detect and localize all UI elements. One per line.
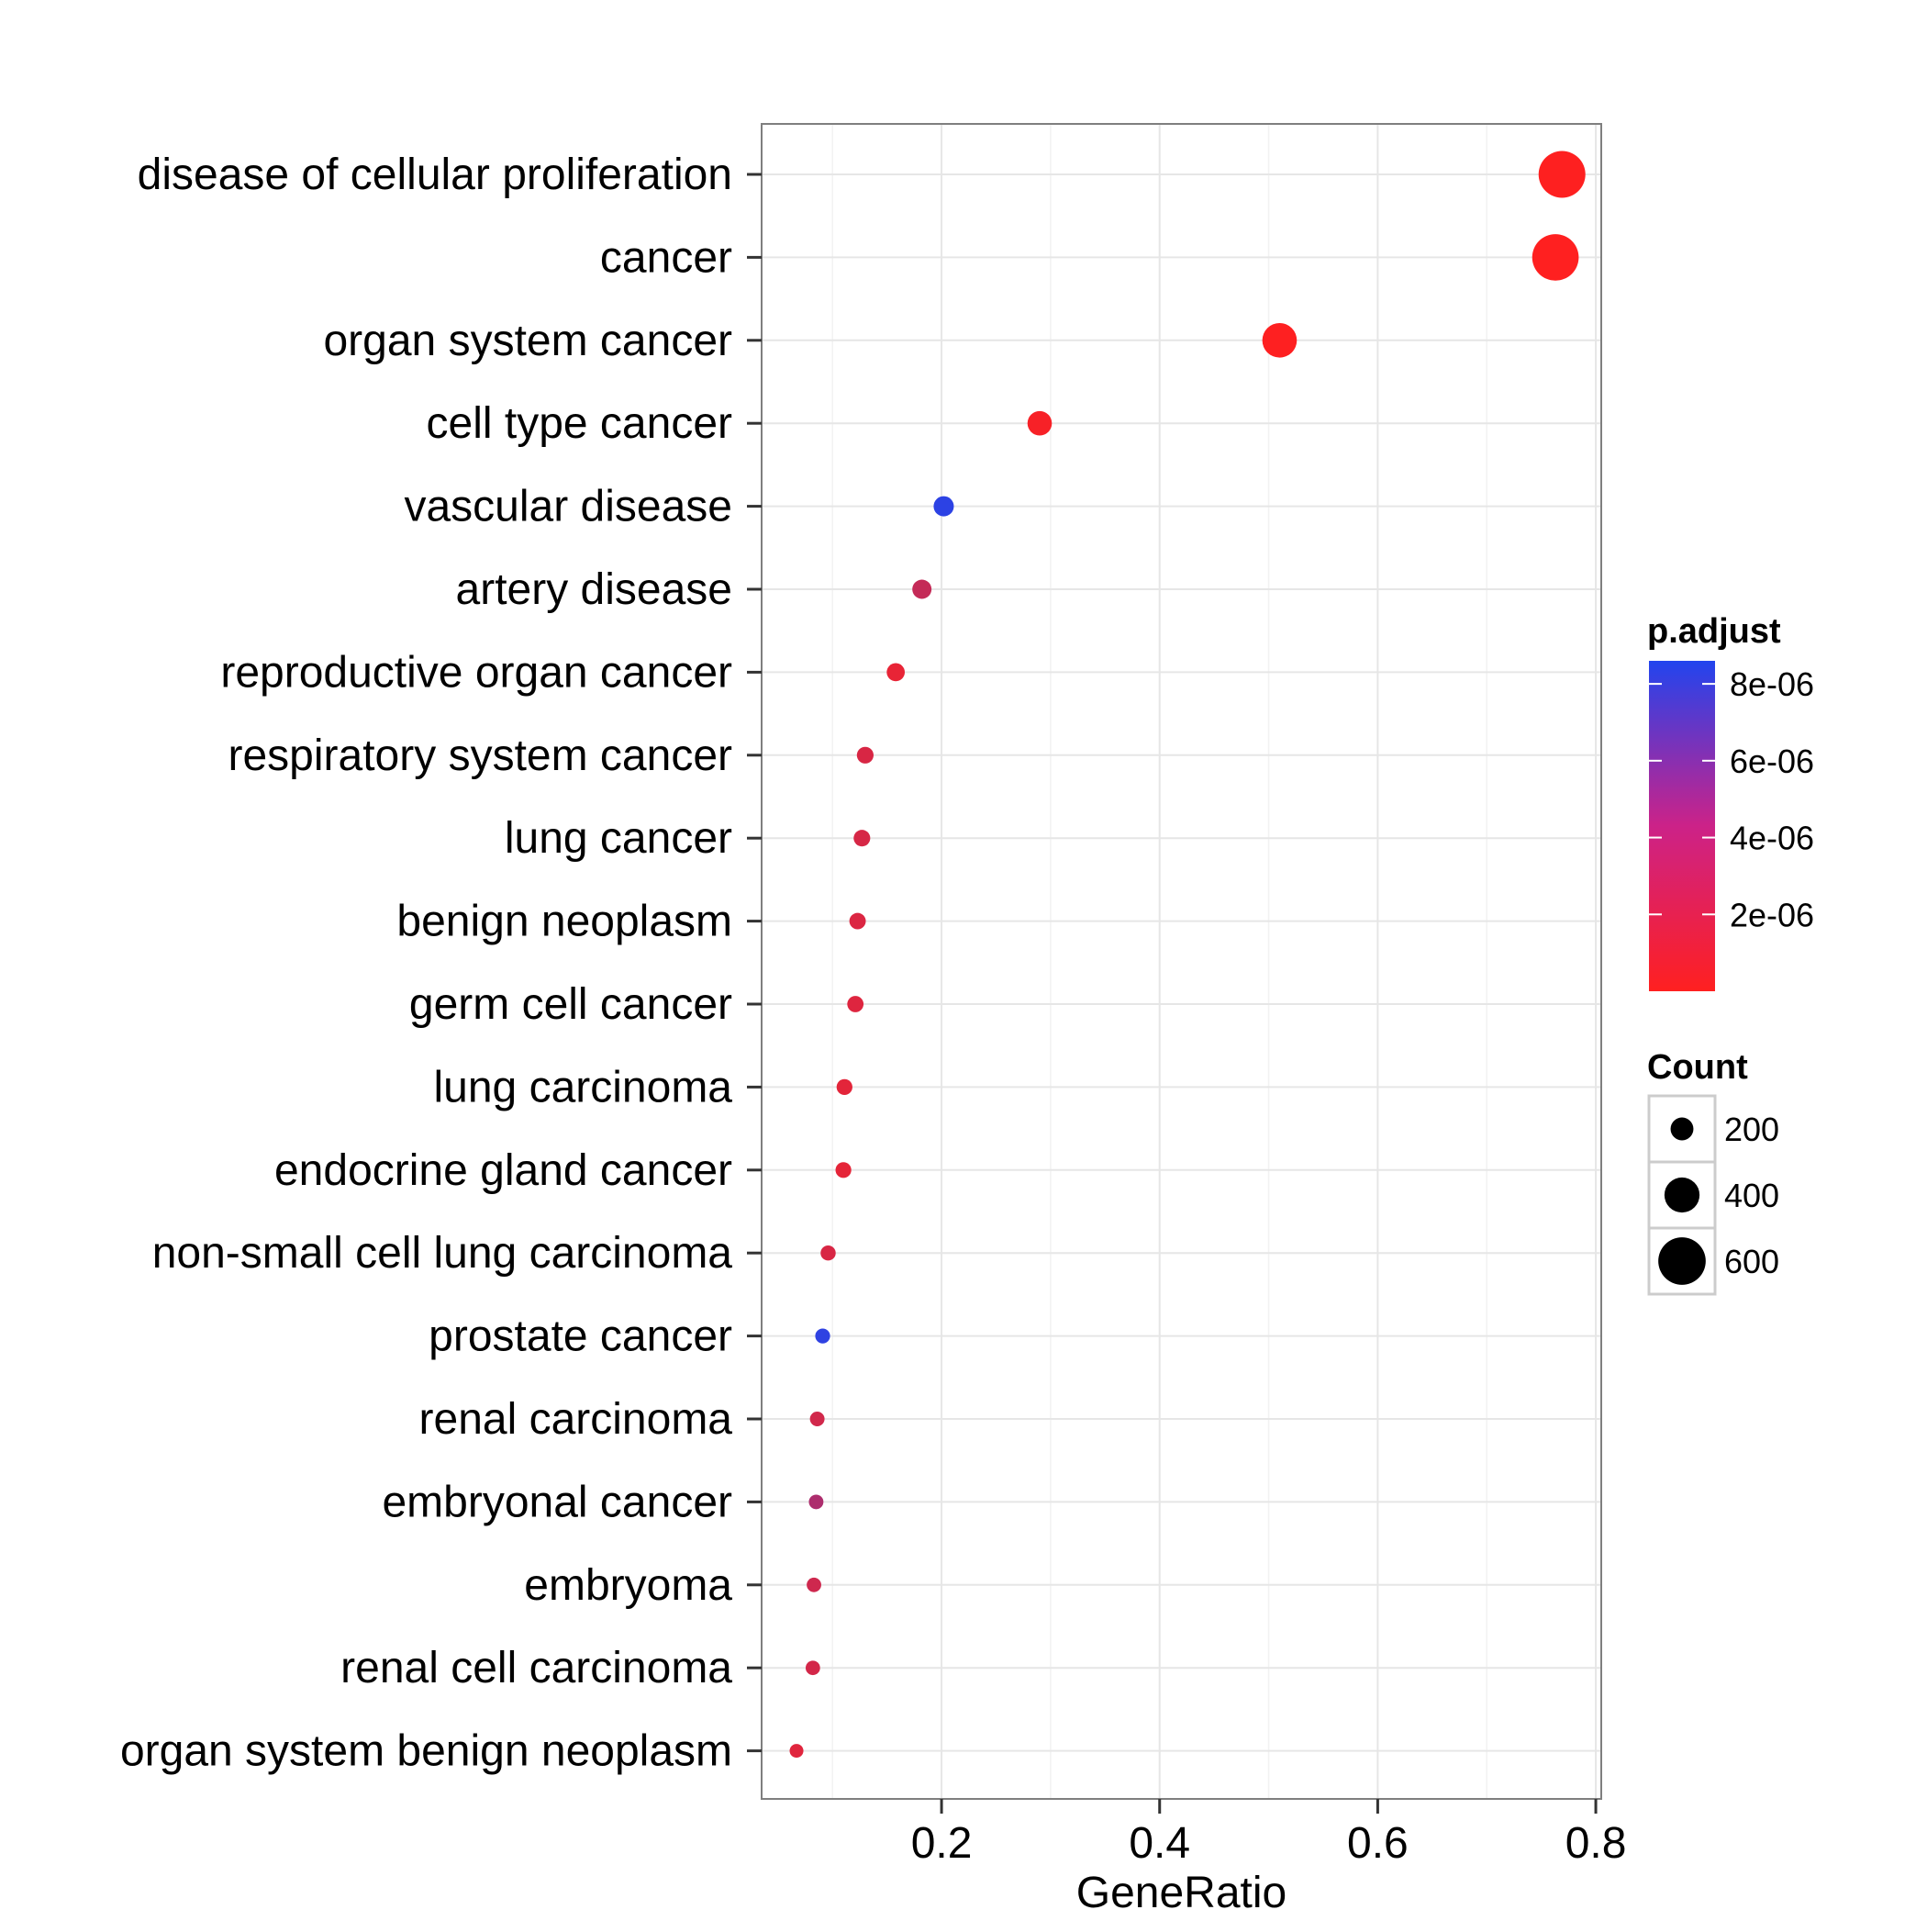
x-tick-label: 0.6 [1347,1819,1409,1868]
data-point [815,1328,830,1344]
data-point [805,1660,820,1676]
category-label: embryonal cancer [382,1478,732,1526]
size-legend-label: 600 [1724,1243,1779,1280]
data-point [809,1412,825,1426]
category-label: organ system cancer [323,317,732,365]
data-points [789,151,1586,1759]
category-label: prostate cancer [429,1312,732,1361]
x-tick-label: 0.4 [1129,1819,1190,1868]
category-label: endocrine gland cancer [274,1146,732,1195]
x-tick-label: 0.2 [911,1819,973,1868]
color-legend: p.adjust 8e-06 6e-06 4e-06 2e-06 [1647,612,1814,991]
y-axis: disease of cellular proliferation cancer o… [120,151,762,1776]
data-point [807,1577,821,1592]
category-label: reproductive organ cancer [220,648,732,697]
category-label: non-small cell lung carcinoma [152,1229,733,1278]
data-point [847,996,864,1012]
x-axis-title: GeneRatio [1076,1869,1287,1917]
category-label: cancer [600,233,732,282]
size-legend-label: 200 [1724,1111,1779,1148]
size-legend-dot [1670,1117,1694,1141]
color-legend-label: 6e-06 [1730,743,1814,780]
category-label: lung cancer [505,814,732,863]
category-label: embryoma [524,1561,732,1610]
category-label: respiratory system cancer [228,731,733,780]
category-label: cell type cancer [427,399,733,448]
grid-lines [762,124,1601,1799]
data-point [1262,322,1298,358]
color-legend-label: 4e-06 [1730,820,1814,857]
data-point [886,663,906,682]
color-legend-title: p.adjust [1647,612,1781,651]
category-label: artery disease [456,565,732,614]
color-legend-label: 2e-06 [1730,896,1814,933]
data-point [1532,234,1579,281]
category-label: benign neoplasm [396,898,732,946]
panel-border [761,123,1602,1800]
data-point [835,1162,852,1178]
category-label: organ system benign neoplasm [120,1727,732,1776]
size-legend-dot [1664,1177,1700,1213]
size-legend-label: 400 [1724,1177,1779,1214]
data-point [849,912,866,930]
data-point [836,1078,852,1096]
data-point [933,496,954,517]
x-tick-label: 0.8 [1565,1819,1627,1868]
category-label: lung carcinoma [434,1063,733,1111]
data-point [820,1245,836,1261]
data-point [1027,410,1053,436]
color-legend-bar [1649,661,1715,991]
size-legend: Count 200 400 600 [1647,1048,1779,1296]
size-legend-title: Count [1647,1048,1748,1087]
data-point [856,746,874,764]
color-legend-label: 8e-06 [1730,665,1814,703]
category-label: disease of cellular proliferation [138,151,732,199]
category-label: renal cell carcinoma [340,1644,732,1692]
size-legend-dot [1658,1237,1706,1285]
data-point [912,579,932,599]
category-label: germ cell cancer [409,980,732,1029]
x-axis: 0.2 0.4 0.6 0.8 [911,1799,1627,1868]
data-point [789,1744,804,1759]
category-label: renal carcinoma [419,1395,733,1444]
data-point [1538,151,1586,198]
category-label: vascular disease [404,483,732,531]
data-point [808,1494,824,1510]
panel-background [762,124,1601,1799]
data-point [853,830,871,847]
